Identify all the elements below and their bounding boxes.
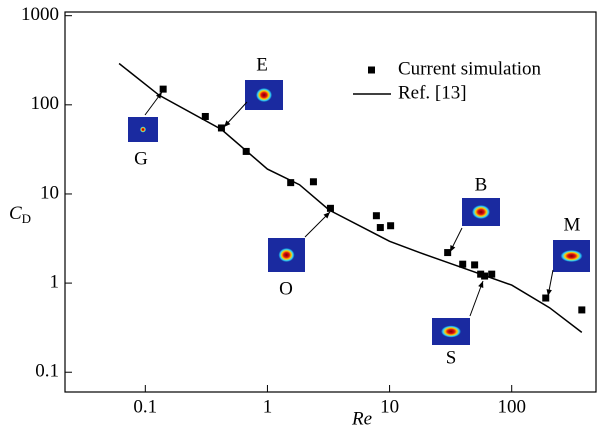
annotation: G [134, 148, 148, 169]
y-tick-label: 100 [31, 93, 60, 114]
arrow-head [450, 245, 456, 252]
data-point [376, 224, 384, 232]
arrow-head [478, 281, 484, 288]
data-point [372, 212, 380, 220]
legend-label: Ref. [13] [398, 82, 467, 103]
x-tick-label: 1 [263, 396, 273, 417]
data-point [444, 249, 452, 257]
data-point [387, 222, 395, 230]
data-point [217, 124, 225, 132]
y-tick-label: 10 [40, 182, 59, 203]
x-tick-label: 100 [497, 396, 526, 417]
reference-line [118, 62, 583, 333]
annotation: B [475, 174, 488, 195]
arrow-head [546, 289, 552, 296]
x-tick-label: 0.1 [133, 396, 157, 417]
inset-drop [560, 250, 583, 262]
data-point [459, 260, 467, 268]
data-point [578, 306, 586, 314]
legend-marker [368, 66, 375, 74]
annotation: M [564, 214, 581, 235]
y-tick-label: 1000 [21, 4, 59, 25]
data-point [201, 112, 209, 120]
y-tick-label: 1 [50, 271, 60, 292]
arrow-head [323, 212, 330, 219]
y-axis-label: CD [9, 203, 31, 226]
annotation: E [256, 54, 268, 75]
y-axis-label-main: C [9, 203, 22, 224]
inset-drop [256, 88, 272, 102]
annotation: S [446, 347, 457, 368]
inset-drop [441, 325, 461, 338]
inset-drop [140, 126, 146, 133]
annotation: O [279, 278, 293, 299]
arrow-head [224, 120, 231, 127]
data-point [287, 179, 295, 187]
x-tick-label: 10 [380, 396, 399, 417]
data-point [326, 204, 334, 212]
data-point [471, 261, 479, 269]
inset-drop [472, 205, 490, 219]
data-point [542, 294, 550, 302]
data-point [488, 270, 496, 278]
data-point [309, 178, 317, 186]
legend-label: Current simulation [398, 58, 542, 79]
plot-frame [64, 11, 597, 393]
data-point [159, 85, 167, 93]
x-axis-label: Re [351, 408, 372, 429]
y-axis-label-sub: D [22, 211, 31, 226]
inset-drop [278, 248, 295, 262]
y-tick-label: 0.1 [35, 361, 59, 382]
